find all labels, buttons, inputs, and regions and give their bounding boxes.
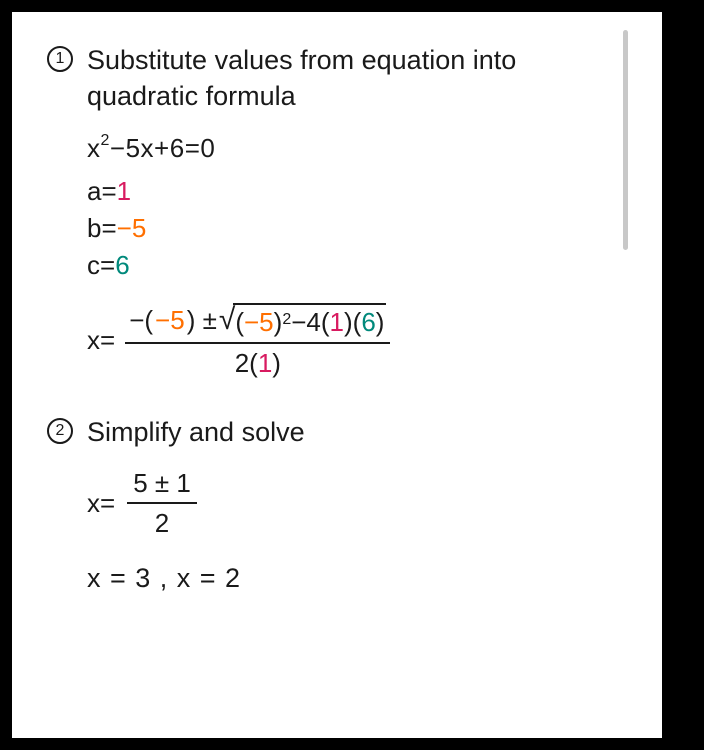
step-1-title: Substitute values from equation into qua…: [87, 42, 632, 115]
step-1-number: 1: [47, 46, 73, 72]
rad-close: ): [274, 307, 283, 338]
eq-tail: −5x+6=0: [110, 133, 215, 163]
coeff-c: c=6: [87, 250, 632, 281]
denominator: 2(1): [235, 344, 281, 379]
numerator: −(−5) ± √ (−5)2−4(1)(6): [125, 303, 390, 344]
rad-m4: −4(: [291, 307, 329, 338]
rad-open: (: [235, 307, 244, 338]
denominator-2: 2: [155, 504, 169, 539]
simplified-formula: x= 5 ± 1 2: [87, 468, 632, 539]
fraction: −(−5) ± √ (−5)2−4(1)(6) 2(1): [125, 303, 390, 379]
rad-a: 1: [330, 307, 344, 338]
fraction-2: 5 ± 1 2: [127, 468, 197, 539]
solutions: x = 3 , x = 2: [87, 563, 632, 594]
step-2-heading: 2 Simplify and solve: [87, 414, 632, 450]
a-value: 1: [117, 176, 131, 206]
rad-exp: 2: [282, 311, 291, 329]
rad-end: ): [376, 307, 385, 338]
rad-c: 6: [361, 307, 375, 338]
num-close-pm: ) ±: [187, 305, 217, 336]
a-label: a=: [87, 176, 117, 206]
step-1-heading: 1 Substitute values from equation into q…: [87, 42, 632, 115]
x-equals-2: x=: [87, 488, 115, 519]
rad-b: −5: [244, 307, 274, 338]
den-a: 1: [258, 348, 272, 378]
coeff-a: a=1: [87, 176, 632, 207]
step-2-title: Simplify and solve: [87, 414, 305, 450]
b-label: b=: [87, 213, 117, 243]
den-close: ): [272, 348, 281, 378]
den-2: 2(: [235, 348, 258, 378]
x-equals: x=: [87, 325, 115, 356]
quadratic-equation: x2−5x+6=0: [87, 133, 632, 164]
num-b: −5: [155, 305, 185, 336]
coeff-b: b=−5: [87, 213, 632, 244]
c-value: 6: [115, 250, 129, 280]
rad-mid: )(: [344, 307, 361, 338]
step-2-number: 2: [47, 418, 73, 444]
step-1-content: x2−5x+6=0 a=1 b=−5 c=6 x= −(−5) ± √: [87, 133, 632, 379]
scrollbar[interactable]: [623, 30, 628, 250]
num-neg-open: −(: [129, 305, 153, 336]
radical-icon: √: [219, 305, 235, 340]
quadratic-formula: x= −(−5) ± √ (−5)2−4(1)(6) 2(1): [87, 303, 632, 379]
document-page: 1 Substitute values from equation into q…: [12, 12, 662, 738]
radicand: (−5)2−4(1)(6): [233, 303, 386, 338]
numerator-2: 5 ± 1: [127, 468, 197, 504]
coefficients: a=1 b=−5 c=6: [87, 176, 632, 281]
eq-x: x: [87, 133, 101, 163]
step-2-content: x= 5 ± 1 2 x = 3 , x = 2: [87, 468, 632, 594]
c-label: c=: [87, 250, 115, 280]
square-root: √ (−5)2−4(1)(6): [219, 303, 387, 338]
eq-exp: 2: [101, 132, 110, 149]
b-value: −5: [117, 213, 147, 243]
